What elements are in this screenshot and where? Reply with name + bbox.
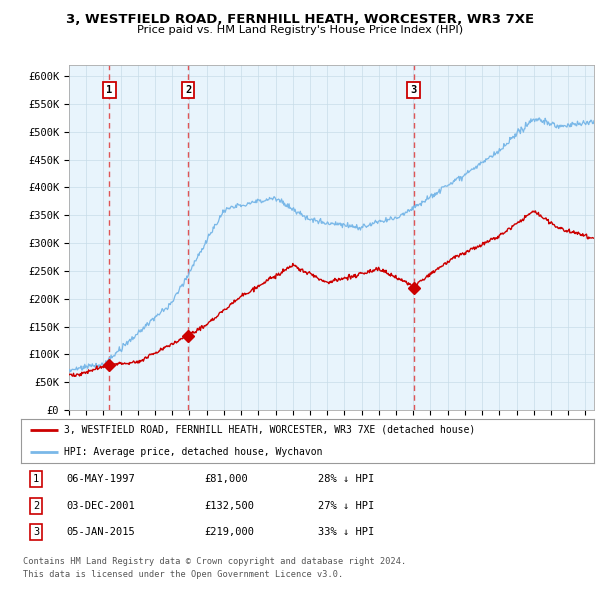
Text: 03-DEC-2001: 03-DEC-2001 <box>66 501 135 510</box>
Text: 3: 3 <box>33 527 39 537</box>
Text: Price paid vs. HM Land Registry's House Price Index (HPI): Price paid vs. HM Land Registry's House … <box>137 25 463 35</box>
Text: 3, WESTFIELD ROAD, FERNHILL HEATH, WORCESTER, WR3 7XE (detached house): 3, WESTFIELD ROAD, FERNHILL HEATH, WORCE… <box>64 425 475 435</box>
Text: 06-MAY-1997: 06-MAY-1997 <box>66 474 135 484</box>
Text: 3: 3 <box>410 85 417 95</box>
Text: 2: 2 <box>33 501 39 510</box>
Text: £81,000: £81,000 <box>204 474 248 484</box>
Text: 28% ↓ HPI: 28% ↓ HPI <box>318 474 374 484</box>
Text: 05-JAN-2015: 05-JAN-2015 <box>66 527 135 537</box>
Text: £219,000: £219,000 <box>204 527 254 537</box>
Text: £132,500: £132,500 <box>204 501 254 510</box>
Text: 2: 2 <box>185 85 191 95</box>
Text: This data is licensed under the Open Government Licence v3.0.: This data is licensed under the Open Gov… <box>23 571 343 579</box>
Text: 1: 1 <box>106 85 113 95</box>
Text: HPI: Average price, detached house, Wychavon: HPI: Average price, detached house, Wych… <box>64 447 322 457</box>
Text: Contains HM Land Registry data © Crown copyright and database right 2024.: Contains HM Land Registry data © Crown c… <box>23 558 406 566</box>
Text: 1: 1 <box>33 474 39 484</box>
Text: 27% ↓ HPI: 27% ↓ HPI <box>318 501 374 510</box>
Text: 33% ↓ HPI: 33% ↓ HPI <box>318 527 374 537</box>
Text: 3, WESTFIELD ROAD, FERNHILL HEATH, WORCESTER, WR3 7XE: 3, WESTFIELD ROAD, FERNHILL HEATH, WORCE… <box>66 13 534 26</box>
